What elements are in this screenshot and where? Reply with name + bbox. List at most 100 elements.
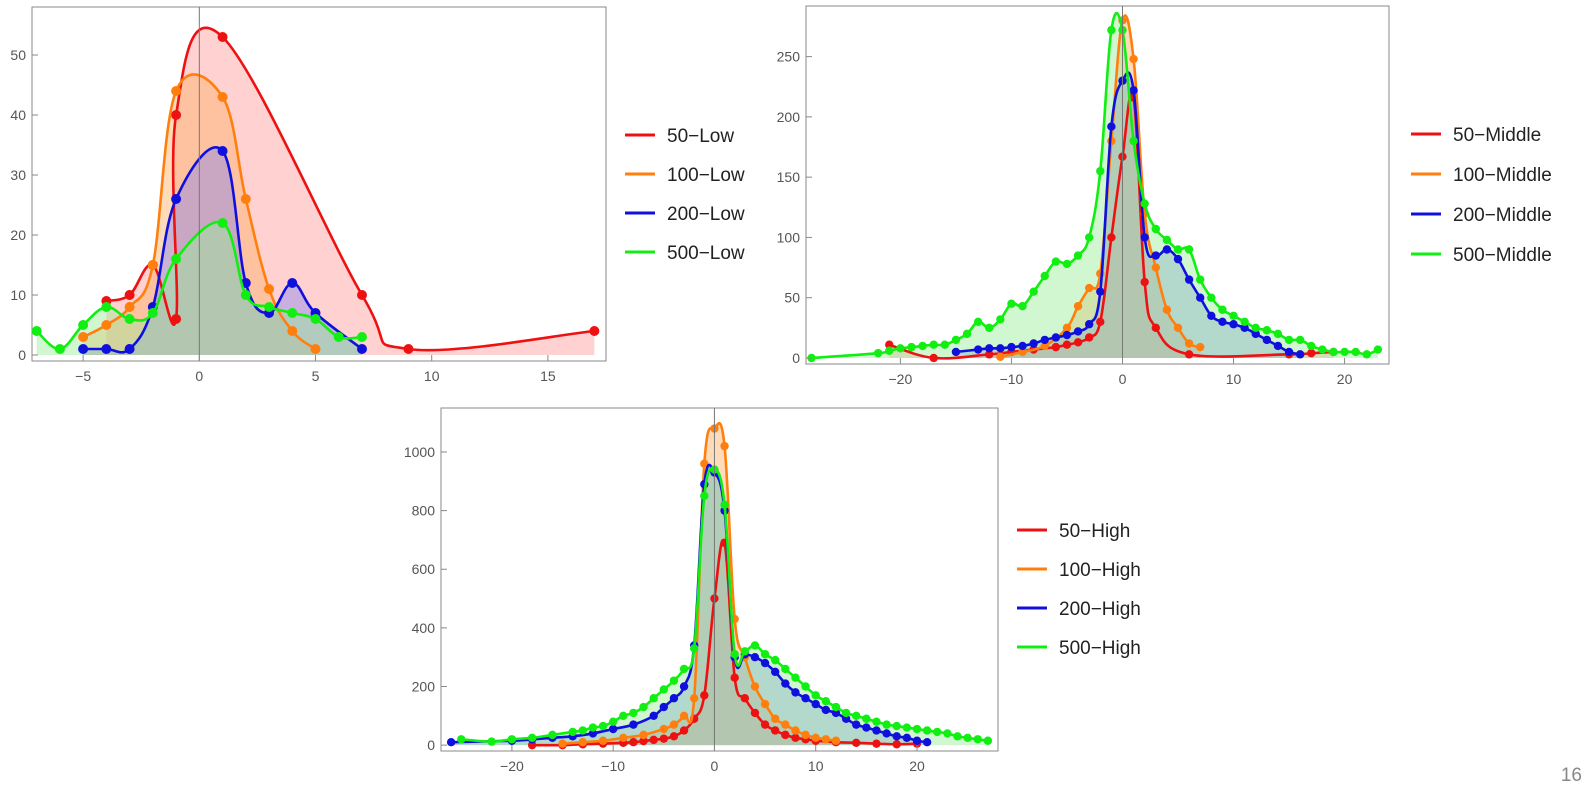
data-point-0-1 xyxy=(929,353,938,363)
data-point-1-0 xyxy=(78,332,89,342)
data-point-3-16 xyxy=(679,664,689,674)
data-point-3-45 xyxy=(973,735,982,744)
y-tick-label: 600 xyxy=(412,561,436,577)
series-area-3 xyxy=(461,468,988,746)
data-point-0-25 xyxy=(852,738,861,747)
data-point-3-24 xyxy=(1129,136,1138,146)
data-point-1-5 xyxy=(217,92,228,102)
series-area-2 xyxy=(83,147,362,355)
data-point-1-3 xyxy=(619,733,628,743)
data-point-3-40 xyxy=(1307,341,1316,351)
data-point-3-30 xyxy=(821,696,831,706)
data-point-3-12 xyxy=(333,332,344,342)
data-point-2-21 xyxy=(1196,293,1205,302)
data-point-3-0 xyxy=(457,735,466,744)
plot-frame xyxy=(31,6,607,362)
data-point-3-42 xyxy=(1329,347,1338,357)
data-point-2-33 xyxy=(902,733,912,743)
data-point-3-8 xyxy=(951,335,961,345)
data-point-3-34 xyxy=(1240,317,1249,327)
series-area-0 xyxy=(889,92,1334,359)
area-fills xyxy=(36,27,595,355)
plot-frame xyxy=(440,407,999,752)
data-point-3-29 xyxy=(1184,245,1194,254)
y-tick-label: 50 xyxy=(784,290,800,306)
series-area-3 xyxy=(811,13,1378,358)
x-tick-label: 10 xyxy=(424,368,440,384)
data-point-0-14 xyxy=(1151,323,1161,333)
data-point-0-15 xyxy=(730,673,739,682)
data-point-2-1 xyxy=(973,345,983,354)
legend-label: 50−Low xyxy=(667,126,734,147)
y-tick-label: 30 xyxy=(10,167,26,183)
data-point-1-5 xyxy=(659,724,668,734)
data-point-3-18 xyxy=(1062,259,1072,269)
data-point-3-6 xyxy=(929,340,938,349)
axis-ticks: −5 0 5 10 15 0 10 20 30 40 50 xyxy=(10,47,555,384)
x-tick-label: 0 xyxy=(195,368,203,384)
x-tick-label: 10 xyxy=(1226,371,1242,387)
data-point-0-10 xyxy=(679,726,689,735)
data-point-2-11 xyxy=(1084,320,1094,329)
data-point-3-35 xyxy=(872,717,881,726)
data-point-3-5 xyxy=(568,727,577,737)
data-point-1-11 xyxy=(1151,263,1161,272)
data-point-3-3 xyxy=(896,344,905,353)
data-point-3-41 xyxy=(933,727,942,737)
data-point-3-7 xyxy=(217,218,228,228)
data-point-2-9 xyxy=(1062,330,1072,340)
data-point-2-6 xyxy=(1029,339,1038,348)
data-point-0-5 xyxy=(1051,342,1061,352)
x-tick-label: −10 xyxy=(1000,371,1024,387)
series-line-1 xyxy=(1000,14,1201,359)
legend-label: 50−Middle xyxy=(1453,125,1541,146)
data-point-3-8 xyxy=(598,721,608,731)
data-point-3-9 xyxy=(608,717,618,726)
data-point-3-24 xyxy=(760,650,770,659)
data-point-3-38 xyxy=(1284,335,1294,345)
data-point-3-39 xyxy=(912,724,922,734)
data-point-2-11 xyxy=(679,682,689,691)
data-point-1-2 xyxy=(598,736,608,745)
data-point-3-25 xyxy=(1140,199,1149,208)
data-point-1-6 xyxy=(669,720,679,729)
data-point-2-24 xyxy=(811,699,820,709)
data-point-0-0 xyxy=(527,740,537,750)
data-point-2-23 xyxy=(1218,317,1227,327)
data-point-0-26 xyxy=(872,739,881,748)
data-point-1-19 xyxy=(801,730,810,740)
x-tick-label: 5 xyxy=(312,368,320,384)
data-point-1-3 xyxy=(1062,323,1072,333)
data-point-3-4 xyxy=(124,314,135,324)
data-point-2-19 xyxy=(760,658,770,668)
y-tick-label: 0 xyxy=(18,347,26,363)
data-point-1-4 xyxy=(1073,301,1083,311)
data-point-2-1 xyxy=(101,344,112,354)
legend-label: 100−Low xyxy=(667,165,745,186)
data-point-2-16 xyxy=(1140,233,1149,242)
data-point-1-11 xyxy=(720,441,729,451)
data-point-3-5 xyxy=(918,341,927,351)
data-point-2-8 xyxy=(1051,333,1061,342)
data-point-0-6 xyxy=(1062,340,1072,349)
data-point-1-3 xyxy=(147,260,158,270)
data-point-0-0 xyxy=(885,340,894,349)
data-point-1-17 xyxy=(781,720,790,729)
data-point-2-25 xyxy=(821,705,831,715)
data-point-3-4 xyxy=(548,730,557,740)
legend-label: 200−High xyxy=(1059,599,1141,620)
data-point-0-7 xyxy=(649,735,658,745)
data-point-3-27 xyxy=(1162,235,1172,245)
data-point-3-12 xyxy=(996,315,1005,324)
data-point-3-3 xyxy=(527,733,537,743)
data-point-3-42 xyxy=(943,729,952,738)
legend-label: 200−Low xyxy=(667,204,745,225)
data-point-3-10 xyxy=(973,317,983,327)
data-point-3-19 xyxy=(1073,251,1083,260)
legend: 50−High 100−High 200−High 500−High xyxy=(1017,521,1141,659)
data-point-3-28 xyxy=(801,682,810,691)
data-point-0-9 xyxy=(1096,317,1105,327)
y-tick-label: 1000 xyxy=(404,444,435,460)
data-point-3-41 xyxy=(1318,345,1327,354)
data-point-2-6 xyxy=(608,724,618,734)
